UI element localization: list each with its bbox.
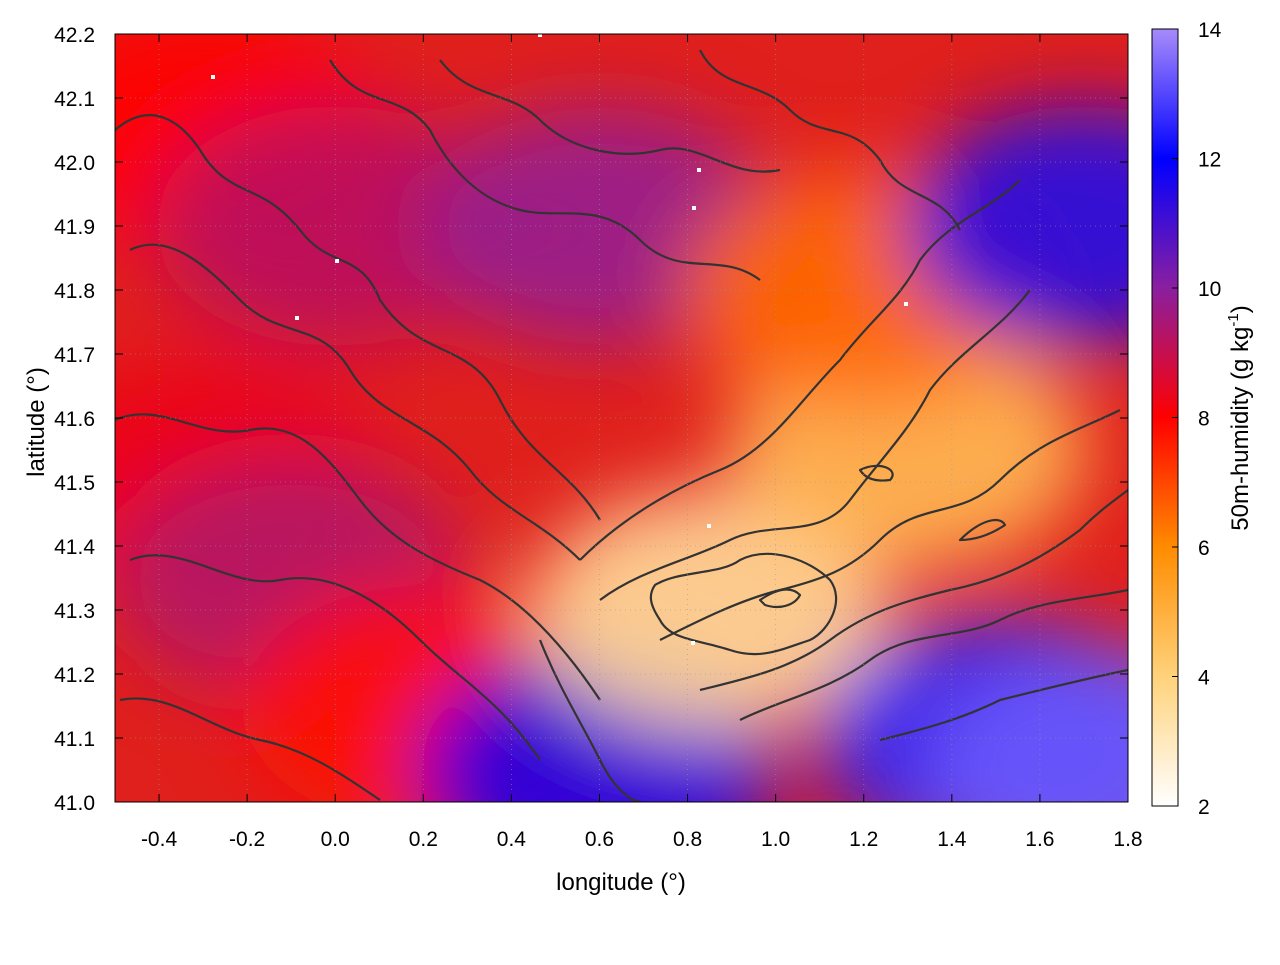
colorbar-axis: 2 4 6 8 10 12 14 <box>1172 19 1222 819</box>
contour-lines <box>115 49 1128 802</box>
y-tick-label: 41.9 <box>54 216 95 239</box>
x-tick-label: 1.6 <box>1025 828 1054 851</box>
colorbar-label-superscript: -1 <box>1225 313 1242 326</box>
y-tick-label: 41.1 <box>54 728 95 751</box>
station-marker <box>538 34 542 37</box>
y-tick-label: 41.6 <box>54 408 95 431</box>
contour-line <box>879 668 1128 742</box>
x-tick-label: 0.2 <box>409 828 438 851</box>
x-tick-label: 1.8 <box>1113 828 1142 851</box>
humidity-region <box>926 650 1128 802</box>
colorbar-tick-label: 12 <box>1198 149 1221 172</box>
x-tick-label: 1.2 <box>849 828 878 851</box>
contour-line <box>579 179 1021 561</box>
contour-line <box>115 114 601 521</box>
y-tick-label: 41.8 <box>54 280 95 303</box>
station-marker <box>211 75 215 79</box>
contour-line <box>329 59 761 281</box>
x-tick-label: -0.2 <box>229 828 265 851</box>
x-tick-label: -0.4 <box>141 828 178 851</box>
humidity-field <box>115 34 1128 802</box>
colorbar-tick-label: 4 <box>1198 667 1210 690</box>
y-tick-label: 41.4 <box>54 536 95 559</box>
contour-line <box>649 552 838 656</box>
colorbar-tick-label: 10 <box>1198 278 1221 301</box>
y-tick-label: 42.2 <box>54 24 95 47</box>
x-axis: -0.4 -0.2 0.0 0.2 0.4 0.6 0.8 1.0 1.2 1.4 1.6 1.8 <box>141 34 1143 851</box>
contour-line <box>129 243 581 561</box>
contour-line <box>119 697 381 801</box>
y-tick-label: 41.2 <box>54 664 95 687</box>
contour-line <box>758 588 802 609</box>
contour-line <box>958 518 1007 542</box>
colorbar-tick-label: 2 <box>1198 796 1210 819</box>
contour-line <box>439 59 781 173</box>
contour-line <box>115 413 601 701</box>
y-tick-label: 41.0 <box>54 792 95 815</box>
y-tick-label: 42.0 <box>54 152 95 175</box>
contour-line <box>739 588 1128 721</box>
colorbar-label: 50m-humidity (g kg-1) <box>1225 305 1254 530</box>
station-marker <box>691 641 695 645</box>
x-tick-label: 1.0 <box>761 828 790 851</box>
station-marker <box>335 259 339 263</box>
station-marker <box>697 168 701 172</box>
contour-line <box>699 49 961 231</box>
station-marker <box>707 524 711 528</box>
y-tick-label: 42.1 <box>54 88 95 111</box>
colorbar-label-text: 50m-humidity (g kg <box>1227 327 1254 531</box>
grid-lines <box>115 34 1128 802</box>
colorbar-tick-label: 6 <box>1198 537 1210 560</box>
contour-line <box>599 289 1031 601</box>
contour-line <box>129 554 541 761</box>
station-markers <box>211 34 908 645</box>
y-axis-label: latitude (°) <box>23 367 50 477</box>
contour-line <box>858 464 894 482</box>
colorbar-label-end: ) <box>1227 305 1254 313</box>
x-tick-label: 0.4 <box>497 828 527 851</box>
y-axis: 41.0 41.1 41.2 41.3 41.4 41.5 41.6 41.7 41.8 41.9… <box>54 24 1128 815</box>
station-marker <box>295 316 299 320</box>
station-marker <box>904 302 908 306</box>
x-tick-label: 0.8 <box>673 828 702 851</box>
x-tick-label: 0.6 <box>585 828 614 851</box>
colorbar-tick-label: 8 <box>1198 408 1210 431</box>
y-tick-label: 41.3 <box>54 600 95 623</box>
humidity-region <box>529 490 890 730</box>
contour-line <box>659 409 1121 641</box>
x-axis-label: longitude (°) <box>556 869 686 896</box>
colorbar-tick-label: 14 <box>1198 19 1222 42</box>
y-tick-label: 41.5 <box>54 472 95 495</box>
humidity-region <box>904 106 1128 346</box>
station-marker <box>692 206 696 210</box>
contour-line <box>699 489 1128 692</box>
x-tick-label: 1.4 <box>937 828 967 851</box>
x-tick-label: 0.0 <box>321 828 350 851</box>
y-tick-label: 41.7 <box>54 344 95 367</box>
